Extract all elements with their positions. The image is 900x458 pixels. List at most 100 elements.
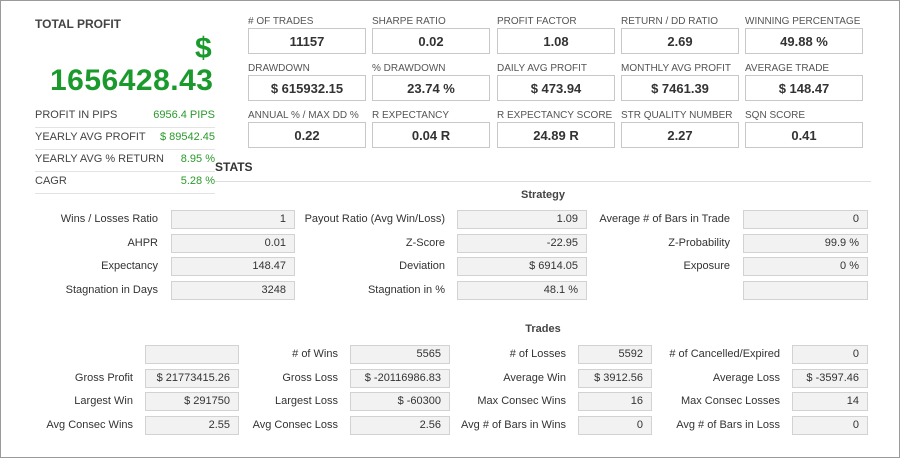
strategy-label: Stagnation in Days — [65, 283, 158, 296]
summary-row: CAGR 5.28 % — [35, 171, 215, 194]
metric-label: % DRAWDOWN — [372, 63, 446, 74]
strategy-label: Stagnation in % — [367, 283, 445, 296]
trades-value: 14 — [792, 392, 868, 411]
strategy-value: 3248 — [171, 280, 295, 300]
trades-value: 0 — [792, 415, 868, 435]
trades-value: 2.56 — [350, 415, 450, 435]
metric-value: 0.22 — [248, 122, 366, 148]
metric-label: ANNUAL % / MAX DD % — [248, 110, 359, 121]
strategy-label: Exposure — [683, 260, 730, 272]
metric-value: 23.74 % — [372, 75, 490, 101]
strategy-label: Payout Ratio (Avg Win/Loss) — [304, 213, 445, 225]
summary-row: YEARLY AVG % RETURN 8.95 % — [35, 149, 215, 172]
trades-value: $ 3912.56 — [578, 368, 652, 388]
strategy-value: 148.47 — [171, 257, 295, 276]
summary-value: $ 89542.45 — [159, 131, 215, 143]
strategy-value: 99.9 % — [743, 233, 868, 253]
stats-title: STATS — [215, 160, 253, 174]
strategy-label: Wins / Losses Ratio — [60, 213, 158, 225]
metric-label: AVERAGE TRADE — [745, 63, 830, 74]
trades-label: # of Wins — [292, 348, 338, 360]
metric-label: SQN SCORE — [745, 110, 806, 121]
trades-label: # of Cancelled/Expired — [669, 348, 780, 360]
metric-value: 24.89 R — [497, 122, 615, 148]
metric-value: $ 473.94 — [497, 75, 615, 101]
trades-label: Average Win — [503, 371, 566, 384]
strategy-value: 0 — [743, 210, 868, 229]
metric-label: RETURN / DD RATIO — [621, 16, 719, 27]
trades-label: Max Consec Wins — [477, 395, 566, 407]
metric-label: SHARPE RATIO — [372, 16, 446, 27]
trades-value: 16 — [578, 392, 652, 411]
metric-label: DRAWDOWN — [248, 63, 310, 74]
strategy-value: 0 % — [743, 257, 868, 276]
metric-value: 11157 — [248, 28, 366, 54]
trades-label: # of Losses — [509, 348, 566, 360]
strategy-value — [743, 280, 868, 300]
metric-label: STR QUALITY NUMBER — [621, 110, 733, 121]
summary-row: PROFIT IN PIPS 6956.4 PIPS — [35, 105, 215, 128]
trades-value: 5592 — [578, 345, 652, 364]
metric-label: R EXPECTANCY — [372, 110, 450, 121]
trades-value — [145, 345, 239, 364]
trades-label: Avg Consec Loss — [252, 418, 338, 431]
trades-value: $ 291750 — [145, 392, 239, 411]
summary-value: 5.28 % — [180, 175, 215, 187]
trades-label: Avg # of Bars in Loss — [676, 418, 780, 431]
metric-label: WINNING PERCENTAGE — [745, 16, 861, 27]
metric-value: 2.69 — [621, 28, 739, 54]
trades-value: 2.55 — [145, 415, 239, 435]
strategy-value: $ 6914.05 — [457, 257, 587, 276]
summary-label: YEARLY AVG % RETURN — [35, 153, 164, 165]
trades-title: Trades — [525, 323, 561, 335]
strategy-label: Z-Probability — [668, 236, 730, 249]
strategy-value: 48.1 % — [457, 280, 587, 300]
trades-value: $ -20116986.83 — [350, 368, 450, 388]
trades-label: Largest Loss — [275, 395, 338, 407]
trades-label: Avg # of Bars in Wins — [461, 418, 566, 431]
total-profit-value: 1656428.43 — [50, 64, 214, 97]
metric-value: 1.08 — [497, 28, 615, 54]
metric-label: PROFIT FACTOR — [497, 16, 577, 27]
trades-label: Gross Loss — [282, 371, 338, 384]
metric-value: $ 7461.39 — [621, 75, 739, 101]
currency-symbol: $ — [195, 32, 212, 65]
strategy-label: Z-Score — [405, 236, 445, 249]
metric-label: MONTHLY AVG PROFIT — [621, 63, 732, 74]
metric-value: 0.41 — [745, 122, 863, 148]
trades-value: 5565 — [350, 345, 450, 364]
metric-value: 0.02 — [372, 28, 490, 54]
trades-value: $ -60300 — [350, 392, 450, 411]
metric-label: R EXPECTANCY SCORE — [497, 110, 613, 121]
strategy-title: Strategy — [520, 189, 566, 201]
trades-value: $ -3597.46 — [792, 368, 868, 388]
summary-label: PROFIT IN PIPS — [35, 109, 118, 121]
metric-value: 49.88 % — [745, 28, 863, 54]
metric-value: $ 148.47 — [745, 75, 863, 101]
stats-divider — [215, 181, 871, 182]
trades-value: 0 — [578, 415, 652, 435]
strategy-value: 1.09 — [457, 210, 587, 229]
summary-value: 8.95 % — [180, 153, 215, 165]
strategy-label: Average # of Bars in Trade — [599, 213, 730, 225]
metric-value: $ 615932.15 — [248, 75, 366, 101]
metric-label: DAILY AVG PROFIT — [497, 63, 588, 74]
trades-value: 0 — [792, 345, 868, 364]
trades-label: Avg Consec Wins — [46, 418, 133, 431]
strategy-label: Expectancy — [101, 260, 158, 272]
strategy-label: AHPR — [127, 236, 158, 249]
trades-label: Gross Profit — [74, 371, 133, 384]
summary-label: CAGR — [35, 175, 67, 187]
strategy-label: Deviation — [399, 260, 445, 272]
trades-label: Average Loss — [712, 371, 780, 384]
trades-value: $ 21773415.26 — [145, 368, 239, 388]
summary-value: 6956.4 PIPS — [153, 109, 215, 121]
summary-label: YEARLY AVG PROFIT — [35, 131, 146, 143]
summary-row: YEARLY AVG PROFIT $ 89542.45 — [35, 127, 215, 150]
strategy-value: 0.01 — [171, 233, 295, 253]
metric-value: 0.04 R — [372, 122, 490, 148]
strategy-value: -22.95 — [457, 233, 587, 253]
metric-value: 2.27 — [621, 122, 739, 148]
trades-label: Largest Win — [74, 395, 133, 407]
trades-label: Max Consec Losses — [680, 395, 780, 407]
